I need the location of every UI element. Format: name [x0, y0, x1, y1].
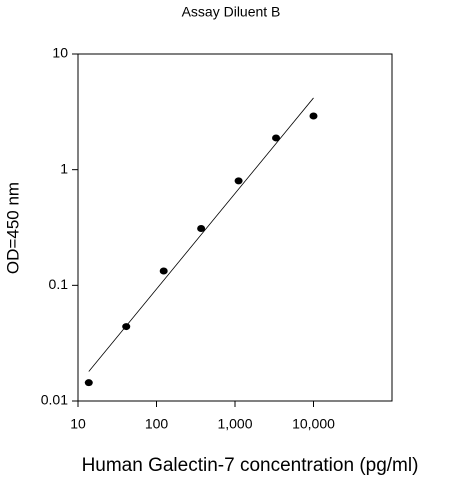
- y-tick-label: 10: [52, 45, 68, 61]
- data-point: [309, 112, 318, 120]
- x-tick-label: 10,000: [292, 416, 335, 432]
- chart-title: Assay Diluent B: [182, 4, 281, 20]
- y-axis-label: OD=450 nm: [3, 182, 22, 274]
- data-point: [159, 267, 168, 275]
- x-tick-label: 100: [145, 416, 169, 432]
- data-point: [272, 134, 281, 142]
- x-tick-label: 10: [70, 416, 86, 432]
- data-point: [234, 177, 243, 185]
- data-point: [122, 323, 131, 331]
- x-tick-label: 1,000: [217, 416, 252, 432]
- y-tick-label: 0.1: [49, 276, 69, 292]
- y-tick-label: 0.01: [41, 392, 68, 408]
- x-axis-label: Human Galectin-7 concentration (pg/ml): [82, 455, 419, 476]
- y-tick-label: 1: [60, 160, 68, 176]
- plot-frame: [77, 53, 393, 402]
- data-point: [197, 224, 206, 232]
- data-point: [84, 379, 93, 387]
